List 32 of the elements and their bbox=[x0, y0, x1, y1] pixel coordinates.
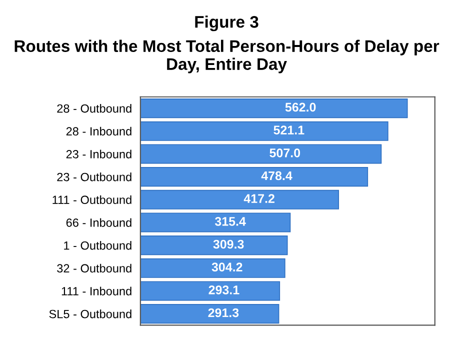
y-tick-label: 32 - Outbound bbox=[57, 264, 132, 273]
bar bbox=[140, 236, 288, 256]
bar bbox=[140, 212, 291, 232]
y-tick-label: SL5 - Outbound bbox=[49, 310, 132, 318]
data-label: 478.4 bbox=[261, 171, 292, 180]
data-label: 293.1 bbox=[208, 285, 240, 294]
y-tick-label: 28 - Inbound bbox=[66, 126, 132, 136]
y-tick-label: 111 - Outbound bbox=[52, 195, 132, 204]
bar bbox=[140, 98, 408, 118]
bar bbox=[140, 258, 286, 278]
bar bbox=[140, 167, 368, 187]
bar bbox=[140, 190, 339, 210]
bar bbox=[140, 304, 280, 324]
data-label: 417.2 bbox=[244, 194, 274, 203]
y-tick-label: 23 - Outbound bbox=[57, 172, 132, 182]
data-label: 291.3 bbox=[208, 308, 239, 318]
bar bbox=[140, 121, 388, 141]
bar bbox=[140, 144, 382, 164]
y-tick-label: 23 - Inbound bbox=[66, 150, 132, 158]
y-tick-label: 111 - Inbound bbox=[62, 286, 132, 296]
y-tick-label: 1 - Outbound bbox=[64, 241, 132, 250]
chart-title: Figure 3 bbox=[195, 16, 258, 32]
bar bbox=[140, 281, 280, 301]
data-label: 304.2 bbox=[212, 262, 242, 272]
data-label: 315.4 bbox=[214, 216, 246, 226]
chart-subtitle: Routes with the Most Total Person-Hours of Delay per Day, Entire Day bbox=[14, 40, 440, 74]
data-label: 562.0 bbox=[285, 102, 316, 112]
data-label: 521.1 bbox=[274, 126, 304, 134]
data-label: 309.3 bbox=[213, 240, 244, 249]
y-tick-label: 28 - Outbound bbox=[57, 104, 132, 113]
y-tick-label: 66 - Inbound bbox=[66, 218, 132, 227]
data-label: 507.0 bbox=[270, 148, 300, 158]
